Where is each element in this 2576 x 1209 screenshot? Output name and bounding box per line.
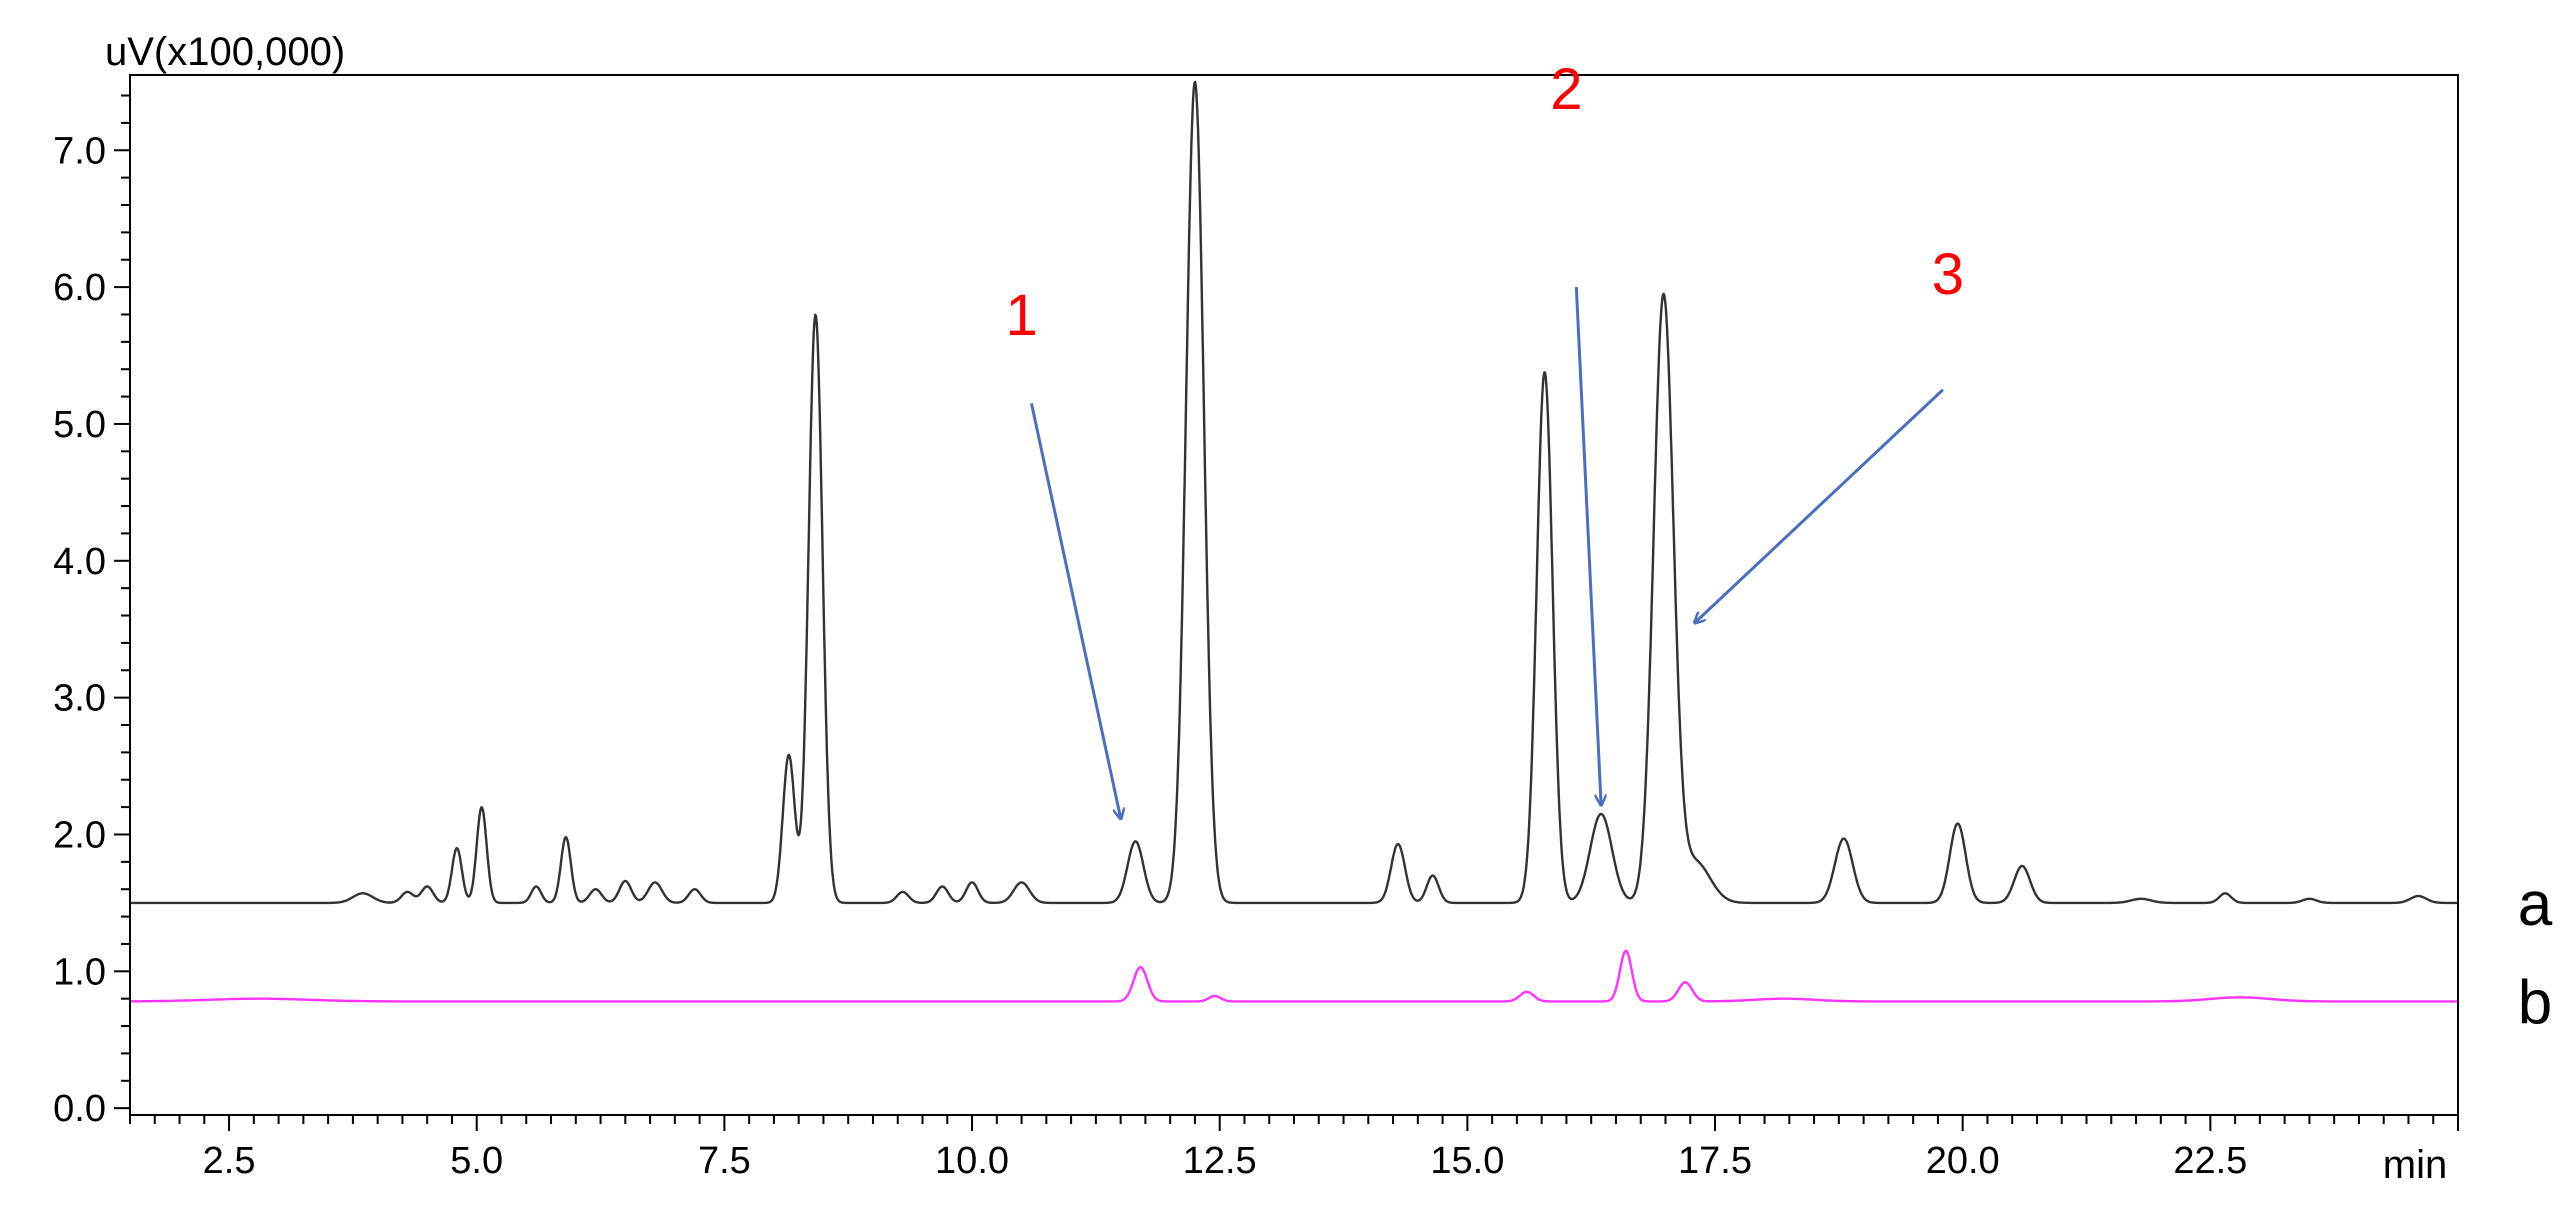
x-tick-label: 7.5 — [698, 1140, 751, 1182]
annotation-arrow-1 — [1030, 403, 1120, 818]
annotation-layer: 1 2 3 — [1005, 57, 1964, 818]
x-tick-label: 12.5 — [1183, 1140, 1257, 1182]
y-tick-label: 7.0 — [53, 130, 106, 172]
x-tick-label: 20.0 — [1926, 1140, 2000, 1182]
x-tick-label: 15.0 — [1430, 1140, 1504, 1182]
y-tick-label: 3.0 — [53, 678, 106, 720]
x-tick-label: 2.5 — [203, 1140, 256, 1182]
trace-label-b: b — [2518, 968, 2552, 1037]
x-axis-unit-label: min — [2383, 1143, 2447, 1187]
x-tick-label: 17.5 — [1678, 1140, 1752, 1182]
y-axis-unit-label: uV(x100,000) — [105, 30, 345, 74]
annotation-arrow-2 — [1574, 287, 1601, 804]
series-layer — [129, 80, 2459, 1003]
trace-label-a: a — [2518, 870, 2553, 939]
x-tick-label: 10.0 — [935, 1140, 1009, 1182]
annotation-label-2: 2 — [1550, 57, 1582, 122]
x-tick-label: 22.5 — [2173, 1140, 2247, 1182]
y-tick-label: 1.0 — [53, 951, 106, 993]
series-b-trace — [129, 949, 2459, 1003]
y-tick-label: 4.0 — [53, 541, 106, 583]
annotation-label-3: 3 — [1932, 242, 1964, 307]
annotation-label-1: 1 — [1005, 283, 1037, 348]
axis-layer: 2.5 5.0 7.5 10.0 12.5 15.0 17.5 20.0 22.50.01.02… — [53, 74, 2553, 1182]
series-a-trace — [129, 80, 2459, 905]
y-tick-label: 0.0 — [53, 1088, 106, 1130]
x-tick-label: 5.0 — [450, 1140, 503, 1182]
y-tick-label: 2.0 — [53, 814, 106, 856]
y-tick-label: 5.0 — [53, 404, 106, 446]
annotation-arrow-3 — [1695, 388, 1944, 623]
y-tick-label: 6.0 — [53, 267, 106, 309]
